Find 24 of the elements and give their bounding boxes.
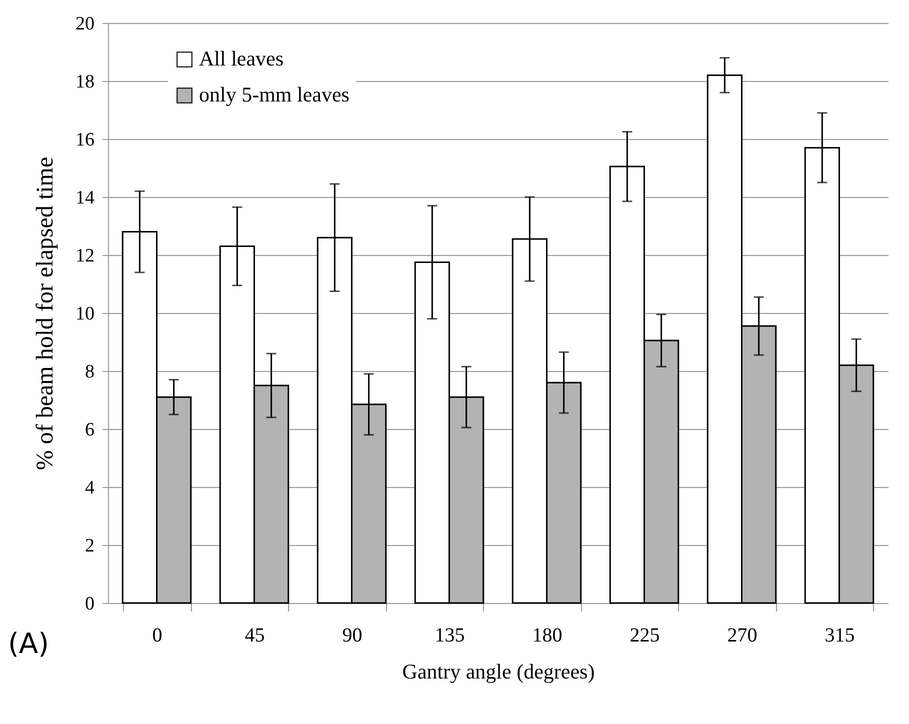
y-tick-label: 20 bbox=[76, 14, 94, 34]
x-tick-label: 315 bbox=[824, 624, 855, 646]
legend-label: All leaves bbox=[199, 46, 284, 70]
x-axis-title: Gantry angle (degrees) bbox=[402, 660, 595, 684]
y-axis-title: % of beam hold for elapsed time bbox=[32, 156, 58, 470]
y-tick-label: 14 bbox=[76, 188, 95, 208]
x-tick-label: 270 bbox=[727, 624, 758, 646]
y-tick-label: 18 bbox=[76, 72, 94, 92]
y-tick-label: 16 bbox=[76, 130, 94, 150]
y-tick-label: 10 bbox=[76, 304, 94, 324]
x-tick-label: 45 bbox=[244, 624, 265, 646]
y-tick-label: 8 bbox=[85, 362, 94, 382]
x-tick-label: 90 bbox=[342, 624, 362, 646]
y-tick-label: 12 bbox=[76, 246, 94, 266]
x-tick-label: 180 bbox=[532, 624, 562, 646]
text: (A) bbox=[8, 627, 50, 660]
legend-label: only 5-mm leaves bbox=[199, 82, 350, 106]
y-tick-label: 2 bbox=[85, 536, 94, 556]
x-tick-label: 0 bbox=[152, 624, 162, 646]
x-tick-label: 135 bbox=[434, 624, 465, 646]
y-tick-label: 6 bbox=[85, 420, 94, 440]
x-tick-label: 225 bbox=[630, 624, 660, 646]
y-tick-label: 0 bbox=[85, 594, 94, 614]
y-tick-label: 4 bbox=[85, 478, 95, 498]
